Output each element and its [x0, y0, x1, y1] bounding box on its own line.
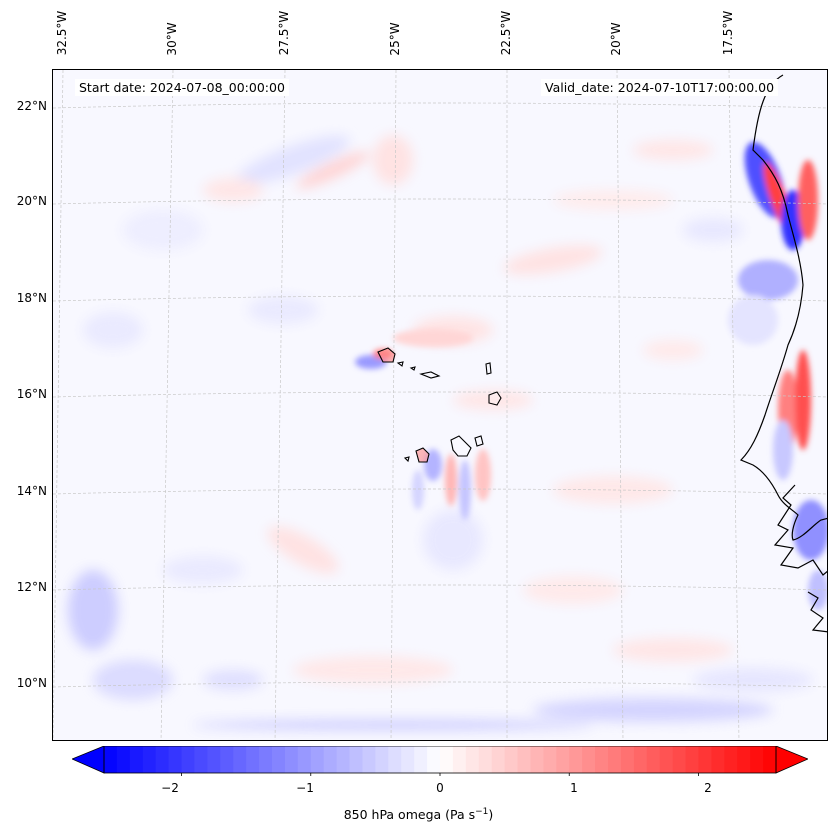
colorbar-segment: [452, 746, 467, 773]
omega-field: [68, 135, 813, 730]
colorbar-segment: [233, 746, 247, 773]
lat-label-18n: 18°N: [16, 291, 47, 305]
colorbar-segment: [362, 746, 376, 773]
colorbar-segment: [698, 746, 712, 773]
colorbar-segment: [104, 746, 118, 773]
colorbar-segment: [246, 746, 260, 773]
colorbar-segment: [194, 746, 208, 773]
lon-label-25w: 25°W: [388, 22, 402, 56]
colorbar-segment: [297, 746, 312, 773]
lat-label-14n: 14°N: [16, 484, 47, 498]
colorbar-segment: [181, 746, 196, 773]
colorbar-segment: [543, 746, 557, 773]
colorbar-extend-min: [72, 746, 105, 774]
colorbar-tick-label: −2: [161, 781, 179, 795]
colorbar-segment: [207, 746, 221, 773]
colorbar-segment: [763, 746, 777, 773]
colorbar-segment: [155, 746, 170, 773]
colorbar-segment: [414, 746, 428, 773]
lat-label-22n: 22°N: [16, 99, 47, 113]
colorbar-tick-label: −1: [296, 781, 314, 795]
map-panel[interactable]: [52, 69, 828, 741]
colorbar-tick-label: 2: [704, 781, 712, 795]
colorbar-extend-max: [775, 746, 808, 774]
colorbar-segment: [375, 746, 389, 773]
lon-label-30w: 30°W: [165, 22, 179, 56]
valid-date-label: Valid_date: 2024-07-10T17:00:00.00: [541, 79, 779, 96]
colorbar-segment: [491, 746, 506, 773]
colorbar-segment: [724, 746, 738, 773]
colorbar-tick-label: 0: [436, 781, 444, 795]
colorbar-segment: [659, 746, 674, 773]
colorbar-segment: [711, 746, 725, 773]
colorbar-segment: [168, 746, 183, 773]
lon-label-22.5w: 22.5°W: [499, 10, 513, 56]
start-date-label: Start date: 2024-07-08_00:00:00: [75, 79, 289, 96]
colorbar-segment: [116, 746, 131, 773]
colorbar-segment: [272, 746, 286, 773]
colorbar-segment: [336, 746, 351, 773]
colorbar-segment: [427, 746, 441, 773]
colorbar-segment: [750, 746, 764, 773]
colorbar-label-text: 850 hPa omega (Pa s: [343, 807, 476, 823]
colorbar-segment: [685, 746, 700, 773]
colorbar-segment: [401, 746, 415, 773]
colorbar-segment: [259, 746, 273, 773]
colorbar-segment: [737, 746, 751, 773]
lat-label-12n: 12°N: [16, 580, 47, 594]
graticule: [53, 70, 827, 740]
colorbar-segment: [142, 746, 157, 773]
coastlines: [739, 74, 827, 633]
colorbar-segment: [465, 746, 480, 773]
cape-verde-islands: [377, 347, 502, 463]
colorbar-segment: [620, 746, 635, 773]
lon-label-32.5w: 32.5°W: [55, 10, 69, 56]
lon-label-20w: 20°W: [609, 22, 623, 56]
colorbar-segment: [504, 746, 519, 773]
lat-label-10n: 10°N: [16, 676, 47, 690]
colorbar-segment: [633, 746, 648, 773]
colorbar-tick-label: 1: [570, 781, 578, 795]
colorbar-label: 850 hPa omega (Pa s−1): [0, 807, 837, 822]
colorbar-segment: [349, 746, 364, 773]
colorbar-segments: [104, 746, 777, 773]
lat-label-16n: 16°N: [16, 387, 47, 401]
colorbar-segment: [440, 746, 454, 773]
colorbar-segment: [478, 746, 493, 773]
colorbar-segment: [323, 746, 338, 773]
colorbar-segment: [569, 746, 583, 773]
colorbar-segment: [556, 746, 570, 773]
colorbar-ticks: [181, 773, 699, 776]
colorbar-segment: [672, 746, 687, 773]
lon-label-27.5w: 27.5°W: [277, 10, 291, 56]
colorbar-segment: [310, 746, 325, 773]
colorbar-label-exponent: −1: [475, 807, 489, 817]
colorbar-segment: [220, 746, 234, 773]
colorbar-segment: [388, 746, 402, 773]
coastal-features: [728, 142, 827, 610]
omega-field-map: [53, 70, 827, 740]
island-wave-patterns: [355, 329, 491, 520]
colorbar-segment: [595, 746, 609, 773]
colorbar-segment: [646, 746, 661, 773]
colorbar-segment: [582, 746, 596, 773]
colorbar-segment: [608, 746, 622, 773]
colorbar-segment: [129, 746, 144, 773]
lat-label-20n: 20°N: [16, 194, 47, 208]
lon-label-17.5w: 17.5°W: [721, 10, 735, 56]
colorbar-label-close: ): [488, 807, 494, 823]
colorbar-segment: [530, 746, 544, 773]
colorbar-segment: [517, 746, 532, 773]
colorbar: [72, 746, 808, 776]
colorbar-segment: [284, 746, 299, 773]
